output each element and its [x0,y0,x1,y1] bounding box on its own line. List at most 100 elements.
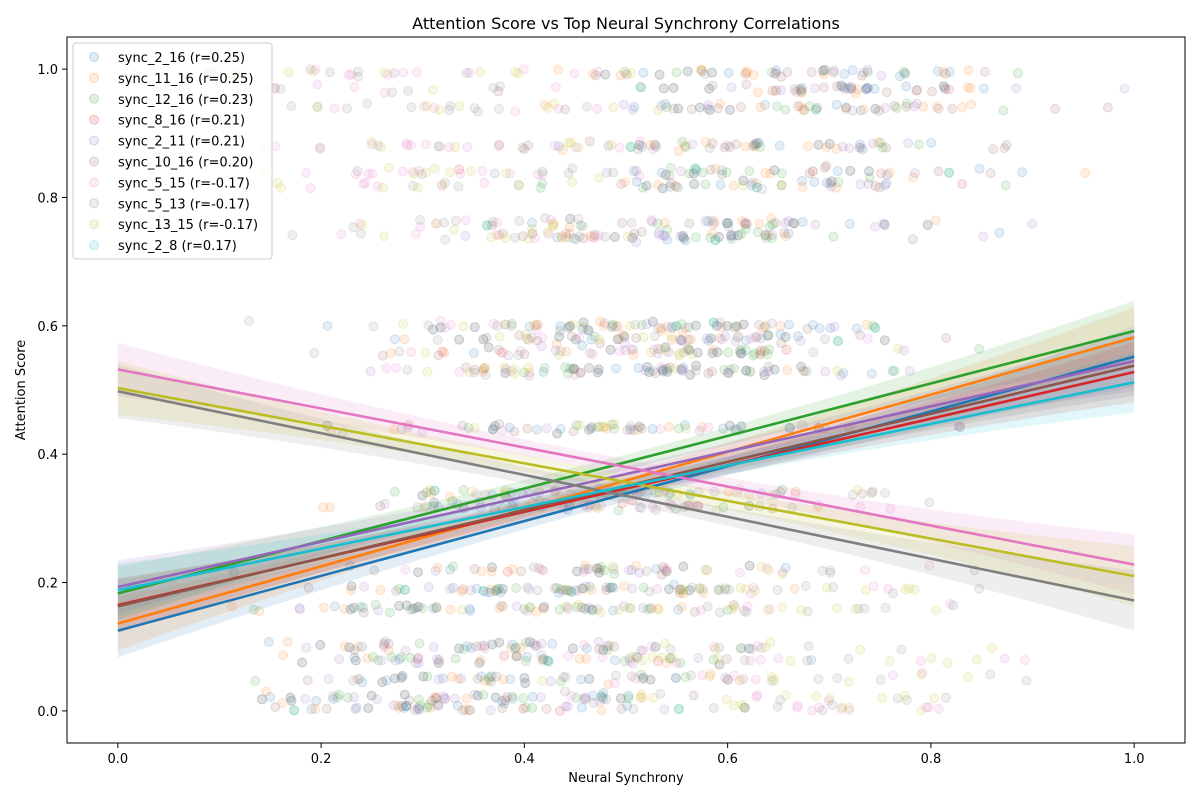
data-point [519,349,530,360]
data-point [755,345,766,356]
data-point [609,423,620,434]
data-point [772,584,783,595]
data-point [741,606,752,617]
data-point [821,582,832,593]
regression-line [117,355,1135,632]
data-point [600,421,611,432]
data-point [615,693,626,704]
data-point [725,364,736,375]
data-point [519,673,530,684]
data-point [497,228,508,239]
data-point [405,604,416,615]
data-point [666,334,677,345]
data-point [638,582,649,593]
data-point [627,651,638,662]
scatter-series [231,66,997,716]
data-point [634,139,645,150]
regression-line [117,390,1135,602]
data-point [884,167,895,178]
regression-line [117,336,1135,625]
y-axis-label: Attention Score [14,340,29,441]
data-point [844,702,855,713]
data-point [613,604,624,615]
data-point [437,673,448,684]
data-point [678,561,689,572]
data-point [761,232,772,243]
data-point [750,674,761,685]
data-point [560,584,571,595]
data-point [649,331,660,342]
data-point [593,364,604,375]
data-point [561,228,572,239]
data-point [681,423,692,434]
data-point [297,657,308,668]
data-point [658,364,669,375]
data-point [914,139,925,150]
data-point [297,657,308,668]
data-point [911,98,922,109]
data-point [397,700,408,711]
data-point [691,360,702,371]
data-point [545,676,556,687]
data-point [777,484,788,495]
data-point [571,692,582,703]
data-point [434,104,445,115]
data-point [580,581,591,592]
data-point [550,82,561,93]
data-point [432,562,443,573]
data-point [1102,102,1113,113]
data-point [464,603,475,614]
data-point [811,104,822,115]
data-point [692,347,703,358]
data-point [838,368,849,379]
data-point [741,223,752,234]
data-point [817,565,828,576]
data-point [342,103,353,114]
data-point [940,84,951,95]
data-point [645,674,656,685]
data-point [748,141,759,152]
data-point [444,104,455,115]
data-point [820,366,831,377]
data-point [741,79,752,90]
data-point [496,600,507,611]
data-point [410,657,421,668]
data-point [462,641,473,652]
data-point [760,230,771,241]
data-point [642,361,653,372]
data-point [377,182,388,193]
data-point [512,651,523,662]
data-point [354,673,365,684]
data-point [707,67,718,78]
data-point [675,584,686,595]
data-point [590,70,601,81]
data-point [680,322,691,333]
data-point [780,331,791,342]
data-point [685,369,696,380]
data-point [817,65,828,76]
data-point [931,605,942,616]
data-point [471,641,482,652]
data-point [798,365,809,376]
data-point [825,565,836,576]
x-tick-label: 0.2 [311,752,332,767]
data-point [592,604,603,615]
legend-entry: sync_5_13 (r=-0.17) [118,197,250,212]
data-point [586,604,597,615]
data-point [940,68,951,79]
data-point [608,605,619,616]
data-point [823,696,834,707]
legend-entry: sync_11_16 (r=0.25) [118,72,253,87]
data-point [483,342,494,353]
data-point [507,564,518,575]
data-point [300,167,311,178]
data-point [625,421,636,432]
data-point [714,98,725,109]
data-point [447,561,458,572]
data-point [421,487,432,498]
data-point [744,165,755,176]
data-point [586,584,597,595]
data-point [637,182,648,193]
data-point [691,165,702,176]
data-point [564,585,575,596]
